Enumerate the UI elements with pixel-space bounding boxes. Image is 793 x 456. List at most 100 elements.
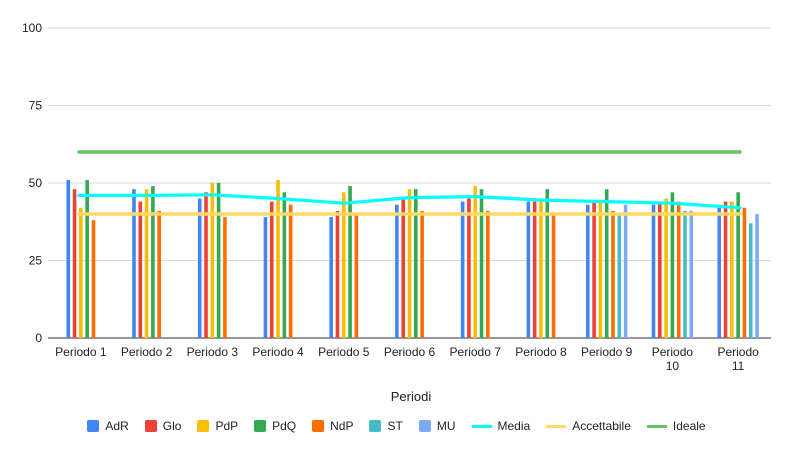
bar-pdp [598, 201, 603, 338]
legend-label: ST [387, 419, 403, 433]
bar-st [617, 214, 622, 338]
bar-mu [689, 210, 694, 338]
x-tick-label: Periodo 9 [581, 345, 633, 359]
bar-pdq [151, 186, 155, 338]
bar-pdq [670, 192, 675, 338]
x-tick-label: Periodo 10 [652, 345, 694, 373]
bar-ndp [91, 220, 96, 338]
bar-pdp [276, 179, 280, 338]
legend-item-accettabile: Accettabile [546, 419, 631, 433]
bar-adr [585, 204, 590, 338]
legend-label: AdR [105, 419, 129, 433]
bar-ndp [486, 210, 490, 338]
bar-pdp [730, 201, 734, 338]
legend-swatch [254, 420, 267, 432]
legend-swatch [546, 424, 567, 428]
legend-item-st: ST [369, 419, 403, 433]
legend-swatch [471, 424, 492, 428]
bar-ndp [157, 210, 161, 338]
bar-ndp [611, 210, 615, 338]
legend-label: NdP [330, 419, 354, 433]
bar-pdq [282, 192, 287, 338]
y-axis-ticks: 0 25 50 75 100 [22, 21, 42, 345]
bar-adr [460, 201, 465, 338]
series-lines [77, 150, 742, 216]
legend-label: Ideale [672, 419, 706, 433]
legend-item-pdp: PdP [197, 419, 238, 433]
bar-glo [592, 201, 596, 338]
x-tick-label: Periodo 4 [252, 345, 304, 359]
bar-ndp [420, 210, 424, 338]
bar-glo [335, 210, 340, 338]
legend-item-ideale: Ideale [646, 419, 706, 433]
bar-st [748, 223, 753, 338]
y-tick-label: 25 [29, 254, 43, 268]
bar-adr [717, 207, 722, 338]
legend-label: Media [497, 419, 531, 433]
bar-pdq [85, 179, 89, 338]
bar-glo [401, 198, 405, 338]
legend-item-media: Media [471, 419, 531, 433]
bar-ndp [551, 214, 556, 338]
bar-mu [623, 204, 628, 338]
legend-label: Accettabile [572, 419, 631, 433]
legend-swatch [646, 424, 667, 428]
bar-glo [532, 201, 537, 338]
legend-swatch [369, 420, 382, 432]
legend: AdR Glo PdP PdQ NdP ST MU Media Accettabile Ideal… [0, 417, 793, 435]
bar-glo [204, 192, 208, 338]
x-tick-label: Periodo 2 [121, 345, 173, 359]
bar-ndp [676, 201, 681, 338]
bar-pdp [407, 189, 412, 338]
legend-swatch [87, 420, 100, 432]
bar-pdp [144, 189, 149, 338]
bar-pdq [414, 189, 418, 338]
gridlines [48, 27, 771, 339]
bar-pdq [348, 186, 352, 338]
bar-pdp [79, 207, 83, 338]
bar-mu [755, 214, 759, 338]
bar-ndp [223, 217, 227, 338]
x-tick-label: Periodo 5 [318, 345, 370, 359]
legend-item-ndp: NdP [312, 419, 353, 433]
x-tick-label: Periodo 8 [515, 345, 567, 359]
bar-pdq [604, 189, 609, 338]
bar-adr [395, 204, 399, 338]
bar-glo [723, 201, 728, 338]
bar-st [683, 210, 687, 338]
legend-label: PdQ [272, 419, 297, 433]
legend-label: Glo [162, 419, 182, 433]
legend-item-adr: AdR [87, 419, 129, 433]
bar-ndp [288, 204, 293, 338]
bar-adr [263, 217, 268, 338]
x-tick-label: Periodo 7 [450, 345, 502, 359]
legend-label: MU [436, 419, 456, 433]
legend-item-mu: MU [418, 419, 456, 433]
y-tick-label: 75 [29, 99, 43, 113]
x-tick-label: Periodo 6 [384, 345, 436, 359]
x-axis-title: Periodi [391, 389, 432, 404]
y-tick-label: 0 [35, 331, 42, 345]
bar-adr [526, 201, 531, 338]
legend-swatch [312, 420, 325, 432]
bar-ndp [742, 207, 747, 338]
bar-adr [197, 198, 202, 338]
bar-pdp [473, 186, 478, 338]
bar-pdq [479, 189, 484, 338]
bar-adr [329, 217, 333, 338]
x-tick-label: Periodo 1 [55, 345, 107, 359]
line-media [77, 193, 742, 210]
x-tick-label: Periodo 11 [717, 345, 759, 373]
legend-label: PdP [215, 419, 239, 433]
legend-item-glo: Glo [144, 419, 182, 433]
bar-glo [72, 189, 77, 338]
bars [66, 179, 759, 338]
legend-swatch [197, 420, 210, 432]
y-tick-label: 100 [22, 21, 42, 35]
bar-pdq [545, 189, 550, 338]
legend-item-pdq: PdQ [254, 419, 296, 433]
bar-glo [269, 201, 274, 338]
bar-adr [651, 204, 656, 338]
y-tick-label: 50 [29, 176, 43, 190]
